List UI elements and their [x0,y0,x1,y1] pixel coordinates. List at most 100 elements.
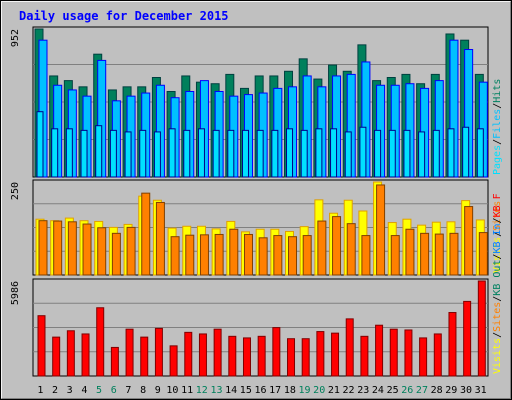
x-tick-label-day-6: 6 [111,385,117,396]
bar-sites-day-19 [302,235,312,276]
bar-pages-day-12 [197,128,205,178]
x-tick-label-day-12: 12 [196,385,208,396]
legend-3: Visits/Sites/KB Out/KB In/KB F [492,193,503,374]
legend-item: Hits [492,79,503,103]
legend-item: Sites [492,302,503,332]
bar-pages-day-1 [36,111,44,178]
legend-item: Visits [492,338,503,374]
x-tick-label-day-14: 14 [225,385,237,396]
bar-sites-day-16 [258,237,268,276]
legend-separator: / [492,296,503,302]
x-tick-label-day-19: 19 [299,385,311,396]
bar-kb-f-day-9 [154,327,163,377]
bar-sites-day-12 [199,234,209,276]
x-tick-label-day-29: 29 [445,385,457,396]
legend-separator: / [492,231,503,237]
bar-pages-day-22 [344,131,352,178]
bar-kb-f-day-7 [125,328,134,377]
bar-sites-day-3 [67,221,77,276]
bar-kb-f-day-4 [81,333,90,377]
bar-kb-f-day-3 [66,330,75,377]
bar-kb-f-day-25 [389,328,398,377]
bar-pages-day-9 [153,131,161,178]
bar-kb-f-day-14 [228,335,237,377]
bar-pages-day-21 [330,128,338,178]
y-max-label: 952 [10,29,21,47]
bar-kb-f-day-15 [242,337,251,377]
x-tick-label-day-24: 24 [372,385,384,396]
legend-separator: / [492,139,503,145]
x-tick-label-day-16: 16 [254,385,266,396]
legend-separator: / [492,217,503,223]
x-tick-label-day-22: 22 [343,385,355,396]
bar-sites-day-18 [288,236,298,276]
legend-item: KB F [492,193,503,217]
x-tick-label-day-17: 17 [269,385,281,396]
x-tick-label-day-15: 15 [240,385,252,396]
x-tick-label-day-20: 20 [313,385,325,396]
bar-kb-f-day-27 [419,337,428,377]
bar-kb-f-day-6 [110,346,119,377]
legend-item: Sites [492,201,503,231]
bar-sites-day-29 [449,232,459,276]
bar-kb-f-day-19 [301,338,310,377]
bar-sites-day-20 [317,220,327,276]
chart-title: Daily usage for December 2015 [19,9,229,23]
x-tick-label-day-4: 4 [81,385,87,396]
bar-pages-day-18 [286,128,294,178]
bar-sites-day-24 [376,184,386,276]
bar-pages-day-2 [51,128,59,178]
x-tick-label-day-11: 11 [181,385,193,396]
bar-sites-day-21 [332,216,342,276]
bar-sites-day-26 [405,228,415,276]
x-tick-label-day-31: 31 [475,385,487,396]
bar-pages-day-28 [432,129,440,178]
bar-kb-f-day-23 [360,335,369,377]
x-tick-label-day-28: 28 [431,385,443,396]
bar-kb-f-day-16 [257,335,266,377]
x-tick-label-day-5: 5 [96,385,102,396]
bar-pages-day-29 [447,128,455,178]
bar-pages-day-25 [388,129,396,178]
bar-kb-f-day-10 [169,345,178,377]
bar-sites-day-2 [53,220,63,276]
bar-pages-day-30 [462,126,470,178]
x-tick-label-day-9: 9 [155,385,161,396]
x-tick-label-day-8: 8 [140,385,146,396]
y-max-label: 5986 [10,281,21,305]
x-tick-label-day-30: 30 [460,385,472,396]
legend-2: Visits/Sites [492,201,503,273]
bar-kb-f-day-31 [477,280,486,377]
bar-kb-f-day-29 [448,312,457,377]
bar-pages-day-16 [256,129,264,178]
bar-kb-f-day-5 [96,307,105,377]
legend-item: Pages [492,145,503,175]
legend-separator: / [492,332,503,338]
bar-kb-f-day-21 [331,332,340,377]
bar-sites-day-4 [82,223,92,276]
bar-pages-day-23 [359,126,367,178]
bar-sites-day-6 [111,232,121,276]
bar-pages-day-15 [241,129,249,178]
bar-kb-f-day-18 [287,338,296,377]
bar-sites-day-15 [243,233,253,276]
bar-kb-f-day-11 [184,331,193,377]
bar-sites-day-13 [214,233,224,276]
bar-sites-day-10 [170,236,180,276]
bar-pages-day-3 [65,128,73,178]
bar-kb-f-day-8 [140,336,149,377]
legend-item: KB In [492,223,503,253]
x-tick-label-day-18: 18 [284,385,296,396]
bar-kb-f-day-28 [433,333,442,377]
y-max-label: 250 [10,182,21,200]
bar-sites-day-9 [155,201,165,276]
bar-pages-day-20 [315,128,323,178]
x-tick-label-day-2: 2 [52,385,58,396]
bar-pages-day-6 [109,129,117,178]
plots-layer: 952Pages/Files/Hits250Visits/Sites5986Vi… [10,26,503,396]
bar-sites-day-7 [126,226,136,276]
legend-1: Pages/Files/Hits [492,79,503,175]
x-tick-label-day-3: 3 [67,385,73,396]
bar-pages-day-26 [403,129,411,178]
